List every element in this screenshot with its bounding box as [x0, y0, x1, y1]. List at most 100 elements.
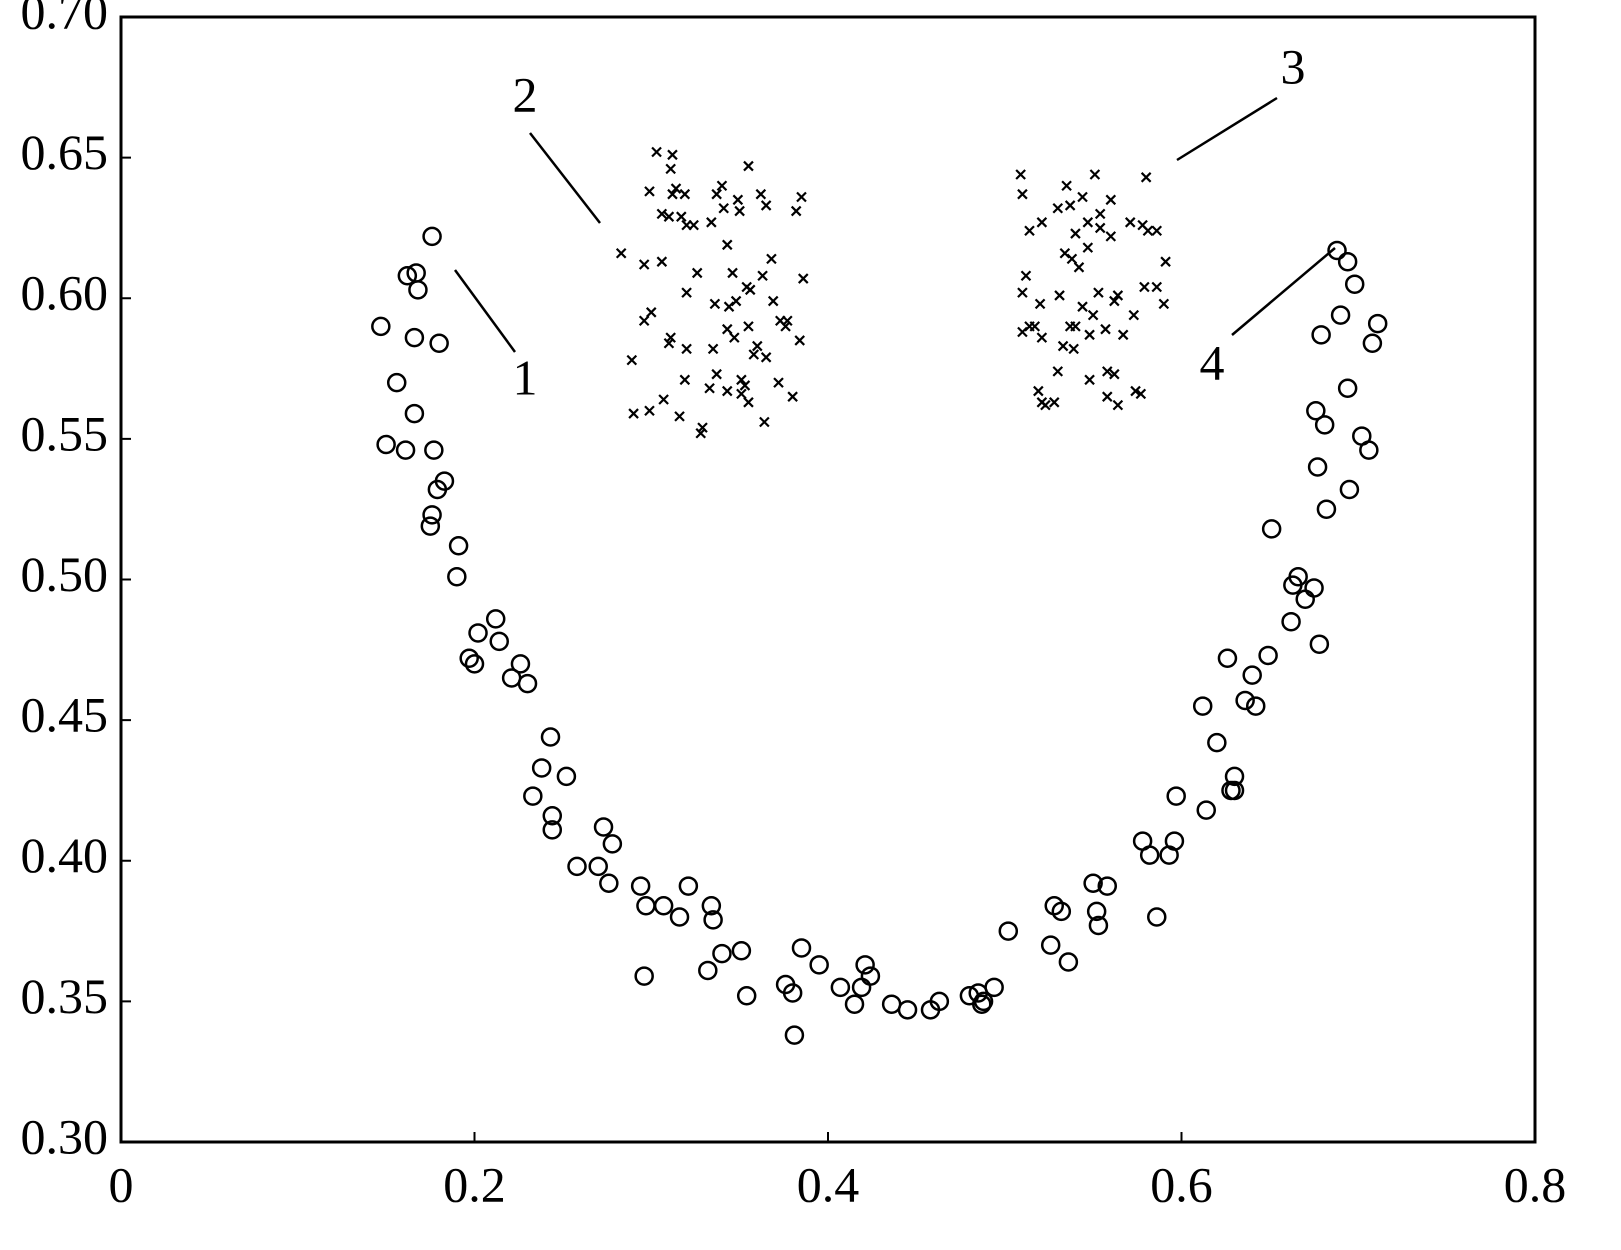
cross-point [1040, 399, 1051, 411]
cross-point [681, 287, 692, 298]
circle-point [424, 440, 444, 460]
cross-point [658, 394, 669, 405]
cross-point [688, 219, 699, 231]
circle-point [464, 654, 485, 674]
circle-point [1207, 732, 1227, 753]
annotation: 4 [1200, 334, 1225, 390]
circle-point [634, 966, 654, 986]
circle-point [1245, 696, 1266, 716]
cross-point [1158, 298, 1170, 310]
circle-point [588, 856, 608, 877]
circle-point [1224, 766, 1245, 787]
cross-point [1101, 366, 1113, 377]
circle-point [422, 505, 442, 525]
cross-point [721, 239, 733, 251]
cross-point [787, 391, 798, 402]
circle-point [485, 609, 506, 629]
y-tick-label: 0.55 [21, 405, 109, 461]
cross-point [1052, 366, 1064, 377]
circle-point [1314, 415, 1335, 435]
cross-point [644, 186, 655, 197]
cross-point [707, 343, 719, 355]
cross-point [1048, 397, 1060, 408]
circle-point [376, 434, 396, 455]
circle-point [1344, 274, 1365, 294]
circle-point [1304, 578, 1324, 598]
circle-point [408, 280, 428, 300]
cross-point [732, 194, 744, 206]
circle-point [698, 960, 718, 981]
circle-point [998, 921, 1019, 941]
cross-point [1066, 253, 1078, 265]
cross-point [1124, 217, 1136, 228]
cross-point [766, 253, 777, 265]
circle-point [1083, 873, 1103, 893]
cross-point [1101, 391, 1113, 402]
circle-point [542, 806, 563, 826]
circle-point [1367, 313, 1388, 334]
circle-point [1097, 876, 1118, 896]
cross-point [1140, 172, 1152, 183]
circle-point [701, 896, 722, 916]
cross-point [759, 416, 770, 428]
cross-point [797, 273, 809, 284]
circle-point [712, 943, 732, 964]
cross-point [1070, 321, 1081, 332]
cross-point [1020, 270, 1032, 282]
circle-point [1288, 566, 1308, 587]
circle-point [397, 266, 418, 286]
cross-point [730, 295, 742, 307]
cross-point [727, 267, 738, 279]
cross-point [1064, 200, 1076, 211]
cross-point [1036, 217, 1048, 228]
circle-point [501, 668, 522, 688]
circle-point [703, 910, 723, 930]
cross-point [752, 340, 763, 352]
cross-point [721, 385, 733, 397]
cross-point [670, 183, 682, 194]
circle-point [404, 403, 425, 424]
circle-point [448, 536, 469, 556]
cross-point [743, 321, 754, 332]
circle-point [881, 994, 902, 1014]
circle-point [1362, 333, 1383, 353]
circle-point [1058, 952, 1079, 972]
cross-point [739, 380, 751, 391]
circle-point [404, 327, 425, 348]
circle-point [567, 856, 587, 877]
cross-point [709, 298, 721, 310]
cross-point [1068, 343, 1079, 355]
cross-point [1105, 194, 1117, 206]
circle-point [1306, 401, 1326, 421]
cross-point [1112, 399, 1124, 411]
y-tick-label: 0.45 [21, 687, 109, 743]
circle-point [517, 673, 538, 694]
cross-point [1109, 295, 1120, 307]
cross-point [1109, 368, 1120, 380]
circle-point [542, 820, 563, 840]
circle-point [510, 654, 531, 674]
cross-point [1105, 231, 1117, 242]
circle-point [386, 372, 407, 393]
circle-point [809, 955, 829, 975]
cross-point [1029, 321, 1041, 332]
cross-point [760, 200, 772, 211]
y-tick-label: 0.50 [21, 546, 109, 602]
cross-point [679, 374, 691, 386]
cross-point [721, 323, 733, 335]
leader-line [453, 269, 517, 353]
cross-point [1033, 385, 1044, 397]
annotation: 2 [513, 66, 538, 122]
cross-point [1082, 242, 1094, 253]
x-tick-label: 0.4 [797, 1156, 860, 1212]
cross-point [773, 377, 784, 388]
cross-point [697, 422, 708, 433]
circle-point [599, 873, 619, 893]
annotation: 3 [1281, 38, 1306, 94]
circle-point [1217, 648, 1238, 668]
cross-point [1130, 385, 1141, 397]
cross-point [1117, 329, 1129, 341]
cross-point [1077, 301, 1088, 312]
y-tick-label: 0.30 [21, 1108, 109, 1164]
